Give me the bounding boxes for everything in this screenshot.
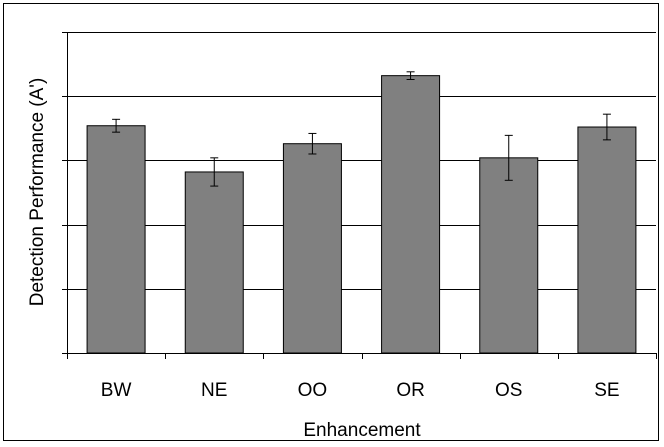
x-tick-label-os: OS bbox=[495, 380, 522, 401]
x-tick-label-ne: NE bbox=[201, 380, 227, 401]
axes bbox=[62, 32, 657, 359]
error-bars bbox=[112, 71, 611, 187]
x-tick-label-se: SE bbox=[594, 380, 619, 401]
bar-oo bbox=[282, 143, 342, 354]
bar-se bbox=[577, 126, 637, 354]
bars bbox=[86, 75, 637, 354]
gridlines bbox=[67, 32, 656, 290]
x-tick-label-oo: OO bbox=[298, 380, 328, 401]
bar-os bbox=[479, 157, 539, 354]
tick-labels: BW NE OO OR OS SE bbox=[101, 380, 620, 401]
bar-ne bbox=[184, 171, 244, 354]
y-axis-title: Detection Performance (A') bbox=[27, 78, 48, 307]
x-tick-label-bw: BW bbox=[101, 380, 132, 401]
bar-bw bbox=[86, 125, 146, 354]
x-tick-label-or: OR bbox=[396, 380, 425, 401]
bar-or bbox=[381, 75, 441, 354]
x-axis-title: Enhancement bbox=[303, 420, 421, 441]
